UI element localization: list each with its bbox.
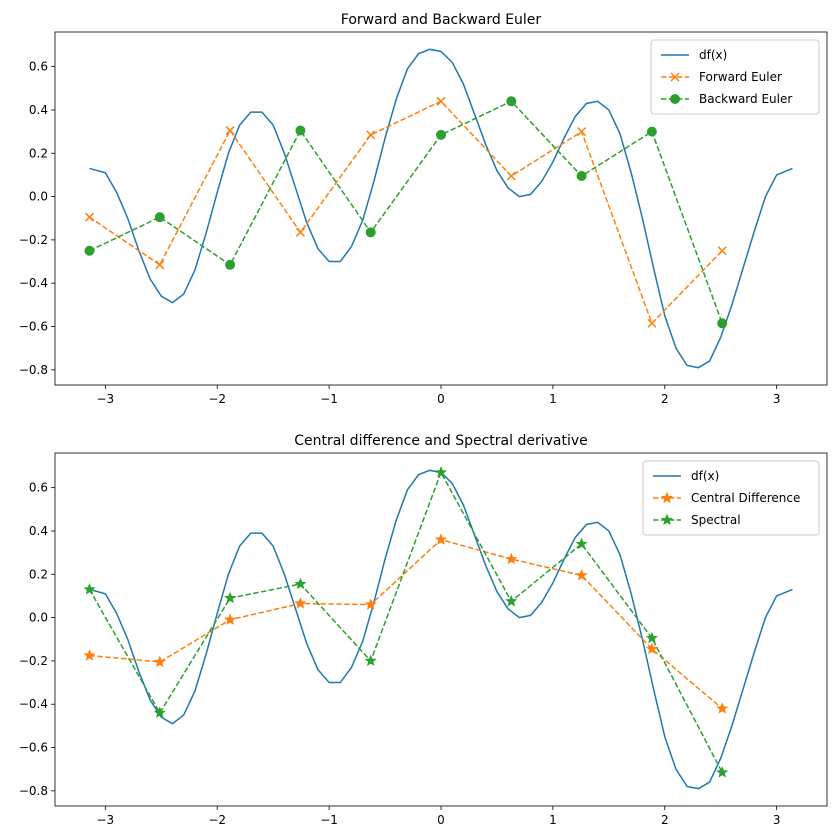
y-tick-label: −0.8 <box>19 363 48 377</box>
data-point <box>716 702 729 714</box>
data-point <box>155 260 165 270</box>
data-point <box>434 466 448 478</box>
data-point <box>224 591 237 604</box>
x-tick-label: 3 <box>773 813 781 827</box>
y-tick-label: 0.6 <box>29 60 48 74</box>
data-point <box>225 259 236 270</box>
series-line-spectral <box>88 470 723 773</box>
y-tick-label: −0.2 <box>19 233 48 247</box>
data-point <box>83 583 96 595</box>
data-point <box>154 212 165 223</box>
x-tick-label: 1 <box>549 392 557 406</box>
x-tick-label: 1 <box>549 813 557 827</box>
data-point <box>505 552 518 565</box>
data-point <box>83 649 96 661</box>
data-point <box>294 577 307 590</box>
data-point <box>645 642 658 655</box>
chart-title: Central difference and Spectral derivati… <box>294 433 587 449</box>
data-point <box>366 130 376 140</box>
y-tick-label: −0.2 <box>19 654 48 668</box>
y-tick-label: 0.4 <box>29 524 48 538</box>
legend-marker <box>660 491 674 504</box>
data-point <box>365 227 376 238</box>
legend: df(x) Forward Euler Backward Euler <box>650 39 820 115</box>
x-tick-label: −1 <box>320 813 338 827</box>
legend-box <box>650 39 820 115</box>
series-group <box>83 466 793 790</box>
data-point <box>717 318 728 329</box>
series-line-df-x- <box>89 48 793 369</box>
data-point <box>364 598 377 610</box>
legend-marker <box>660 513 674 526</box>
chart-forward-backward-euler: −3 −2 −1 0 1 2 3 −0.8 −0.6 −0.4 −0.2 0.0 0.2 0.4 0.6 Fo… <box>19 12 828 406</box>
y-tick-label: −0.4 <box>19 697 48 711</box>
data-point <box>506 171 516 181</box>
data-point <box>436 129 446 140</box>
data-point <box>364 654 377 667</box>
x-tick-label: −1 <box>320 392 338 406</box>
x-tick-label: −3 <box>96 392 114 406</box>
x-tick-label: 0 <box>437 813 445 827</box>
data-point <box>295 227 305 237</box>
legend-label: df(x) <box>691 469 719 483</box>
data-point <box>434 533 448 545</box>
series-group <box>84 48 793 369</box>
chart-central-spectral: −3 −2 −1 0 1 2 3 −0.8 −0.6 −0.4 −0.2 0.0 0.2 0.4 0.6 Ce… <box>19 433 828 827</box>
data-point <box>84 212 95 222</box>
data-point <box>576 171 587 182</box>
data-point <box>717 246 727 256</box>
y-tick-label: −0.6 <box>19 741 48 755</box>
y-tick-label: 0.0 <box>29 190 48 204</box>
data-point <box>295 125 306 136</box>
data-point <box>505 595 518 607</box>
legend-label: Spectral <box>691 513 741 527</box>
legend-label: df(x) <box>699 48 727 62</box>
x-tick-label: 2 <box>661 813 669 827</box>
series-line-forward-euler <box>89 100 723 325</box>
legend-marker <box>670 94 680 104</box>
data-point <box>647 318 657 328</box>
y-tick-label: −0.8 <box>19 784 48 798</box>
legend-box <box>642 460 820 536</box>
x-tick-label: 3 <box>773 392 781 406</box>
data-point <box>645 631 658 644</box>
legend-label: Forward Euler <box>699 70 782 84</box>
y-tick-label: 0.2 <box>29 567 48 581</box>
legend-label: Backward Euler <box>699 92 792 106</box>
y-tick-label: −0.4 <box>19 276 48 290</box>
y-tick-label: 0.0 <box>29 611 48 625</box>
y-tick-label: 0.2 <box>29 146 48 160</box>
chart-title: Forward and Backward Euler <box>341 12 542 28</box>
data-point <box>716 766 729 778</box>
y-tick-label: −0.6 <box>19 320 48 334</box>
x-tick-label: −2 <box>208 392 226 406</box>
series-line-central-difference <box>89 538 723 710</box>
data-point <box>294 597 307 609</box>
x-tick-label: −3 <box>96 813 114 827</box>
x-tick-label: 0 <box>437 392 445 406</box>
series-line-backward-euler <box>89 100 723 324</box>
data-point <box>153 706 166 719</box>
legend: df(x) Central Difference Spectral <box>642 460 820 536</box>
data-point <box>153 655 166 668</box>
data-point <box>436 96 446 106</box>
legend-marker <box>670 72 680 82</box>
legend-label: Central Difference <box>691 491 800 505</box>
data-point <box>224 613 237 625</box>
data-point <box>577 127 587 137</box>
x-tick-label: −2 <box>208 813 226 827</box>
data-point <box>575 569 588 581</box>
data-point <box>506 96 517 107</box>
x-tick-label: 2 <box>661 392 669 406</box>
data-point <box>646 126 657 137</box>
data-point <box>84 245 95 256</box>
data-point <box>575 537 588 550</box>
data-point <box>225 126 235 136</box>
y-tick-label: 0.6 <box>29 481 48 495</box>
y-tick-label: 0.4 <box>29 103 48 117</box>
